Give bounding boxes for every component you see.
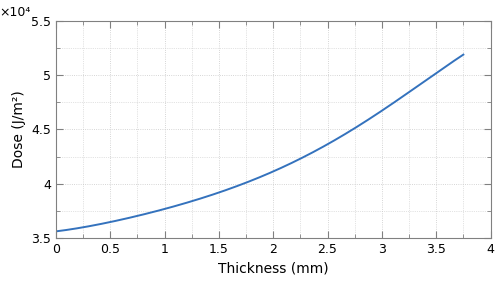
Y-axis label: Dose (J/m²): Dose (J/m²) — [12, 90, 26, 168]
Text: ×10⁴: ×10⁴ — [0, 6, 31, 19]
X-axis label: Thickness (mm): Thickness (mm) — [218, 261, 328, 275]
